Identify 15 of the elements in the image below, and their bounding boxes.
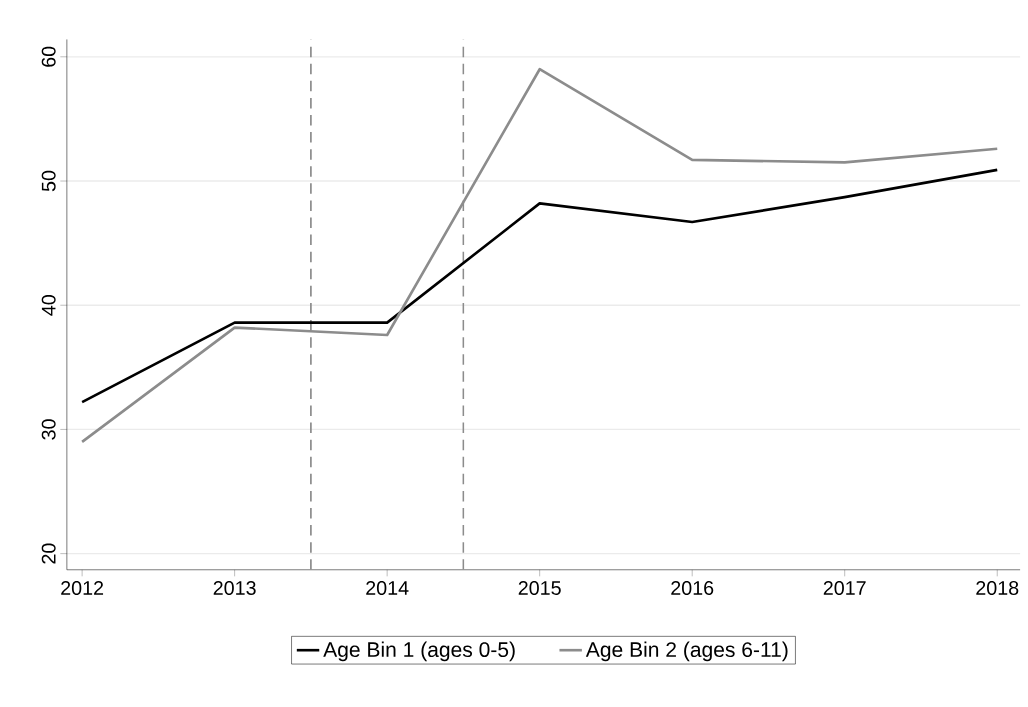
y-tick-label: 50 (41, 170, 56, 192)
x-tick-label: 2018 (976, 581, 1019, 596)
x-tick-label: 2012 (61, 581, 104, 596)
y-tick-label: 30 (41, 419, 56, 440)
line-series (80, 168, 999, 404)
x-tick-label: 2015 (518, 581, 561, 596)
y-tick-label: 60 (41, 46, 56, 67)
y-tick-label: 40 (41, 295, 56, 316)
x-tick-label: 2017 (823, 581, 866, 596)
legend-label: Age Bin 2 (ages 6-11) (585, 641, 788, 662)
x-tick-label: 2014 (366, 581, 409, 596)
y-tick-label: 20 (41, 543, 56, 564)
x-tick-label: 2013 (213, 581, 256, 596)
x-tick-label: 2016 (671, 581, 714, 596)
legend-label: Age Bin 1 (ages 0-5) (323, 641, 515, 662)
